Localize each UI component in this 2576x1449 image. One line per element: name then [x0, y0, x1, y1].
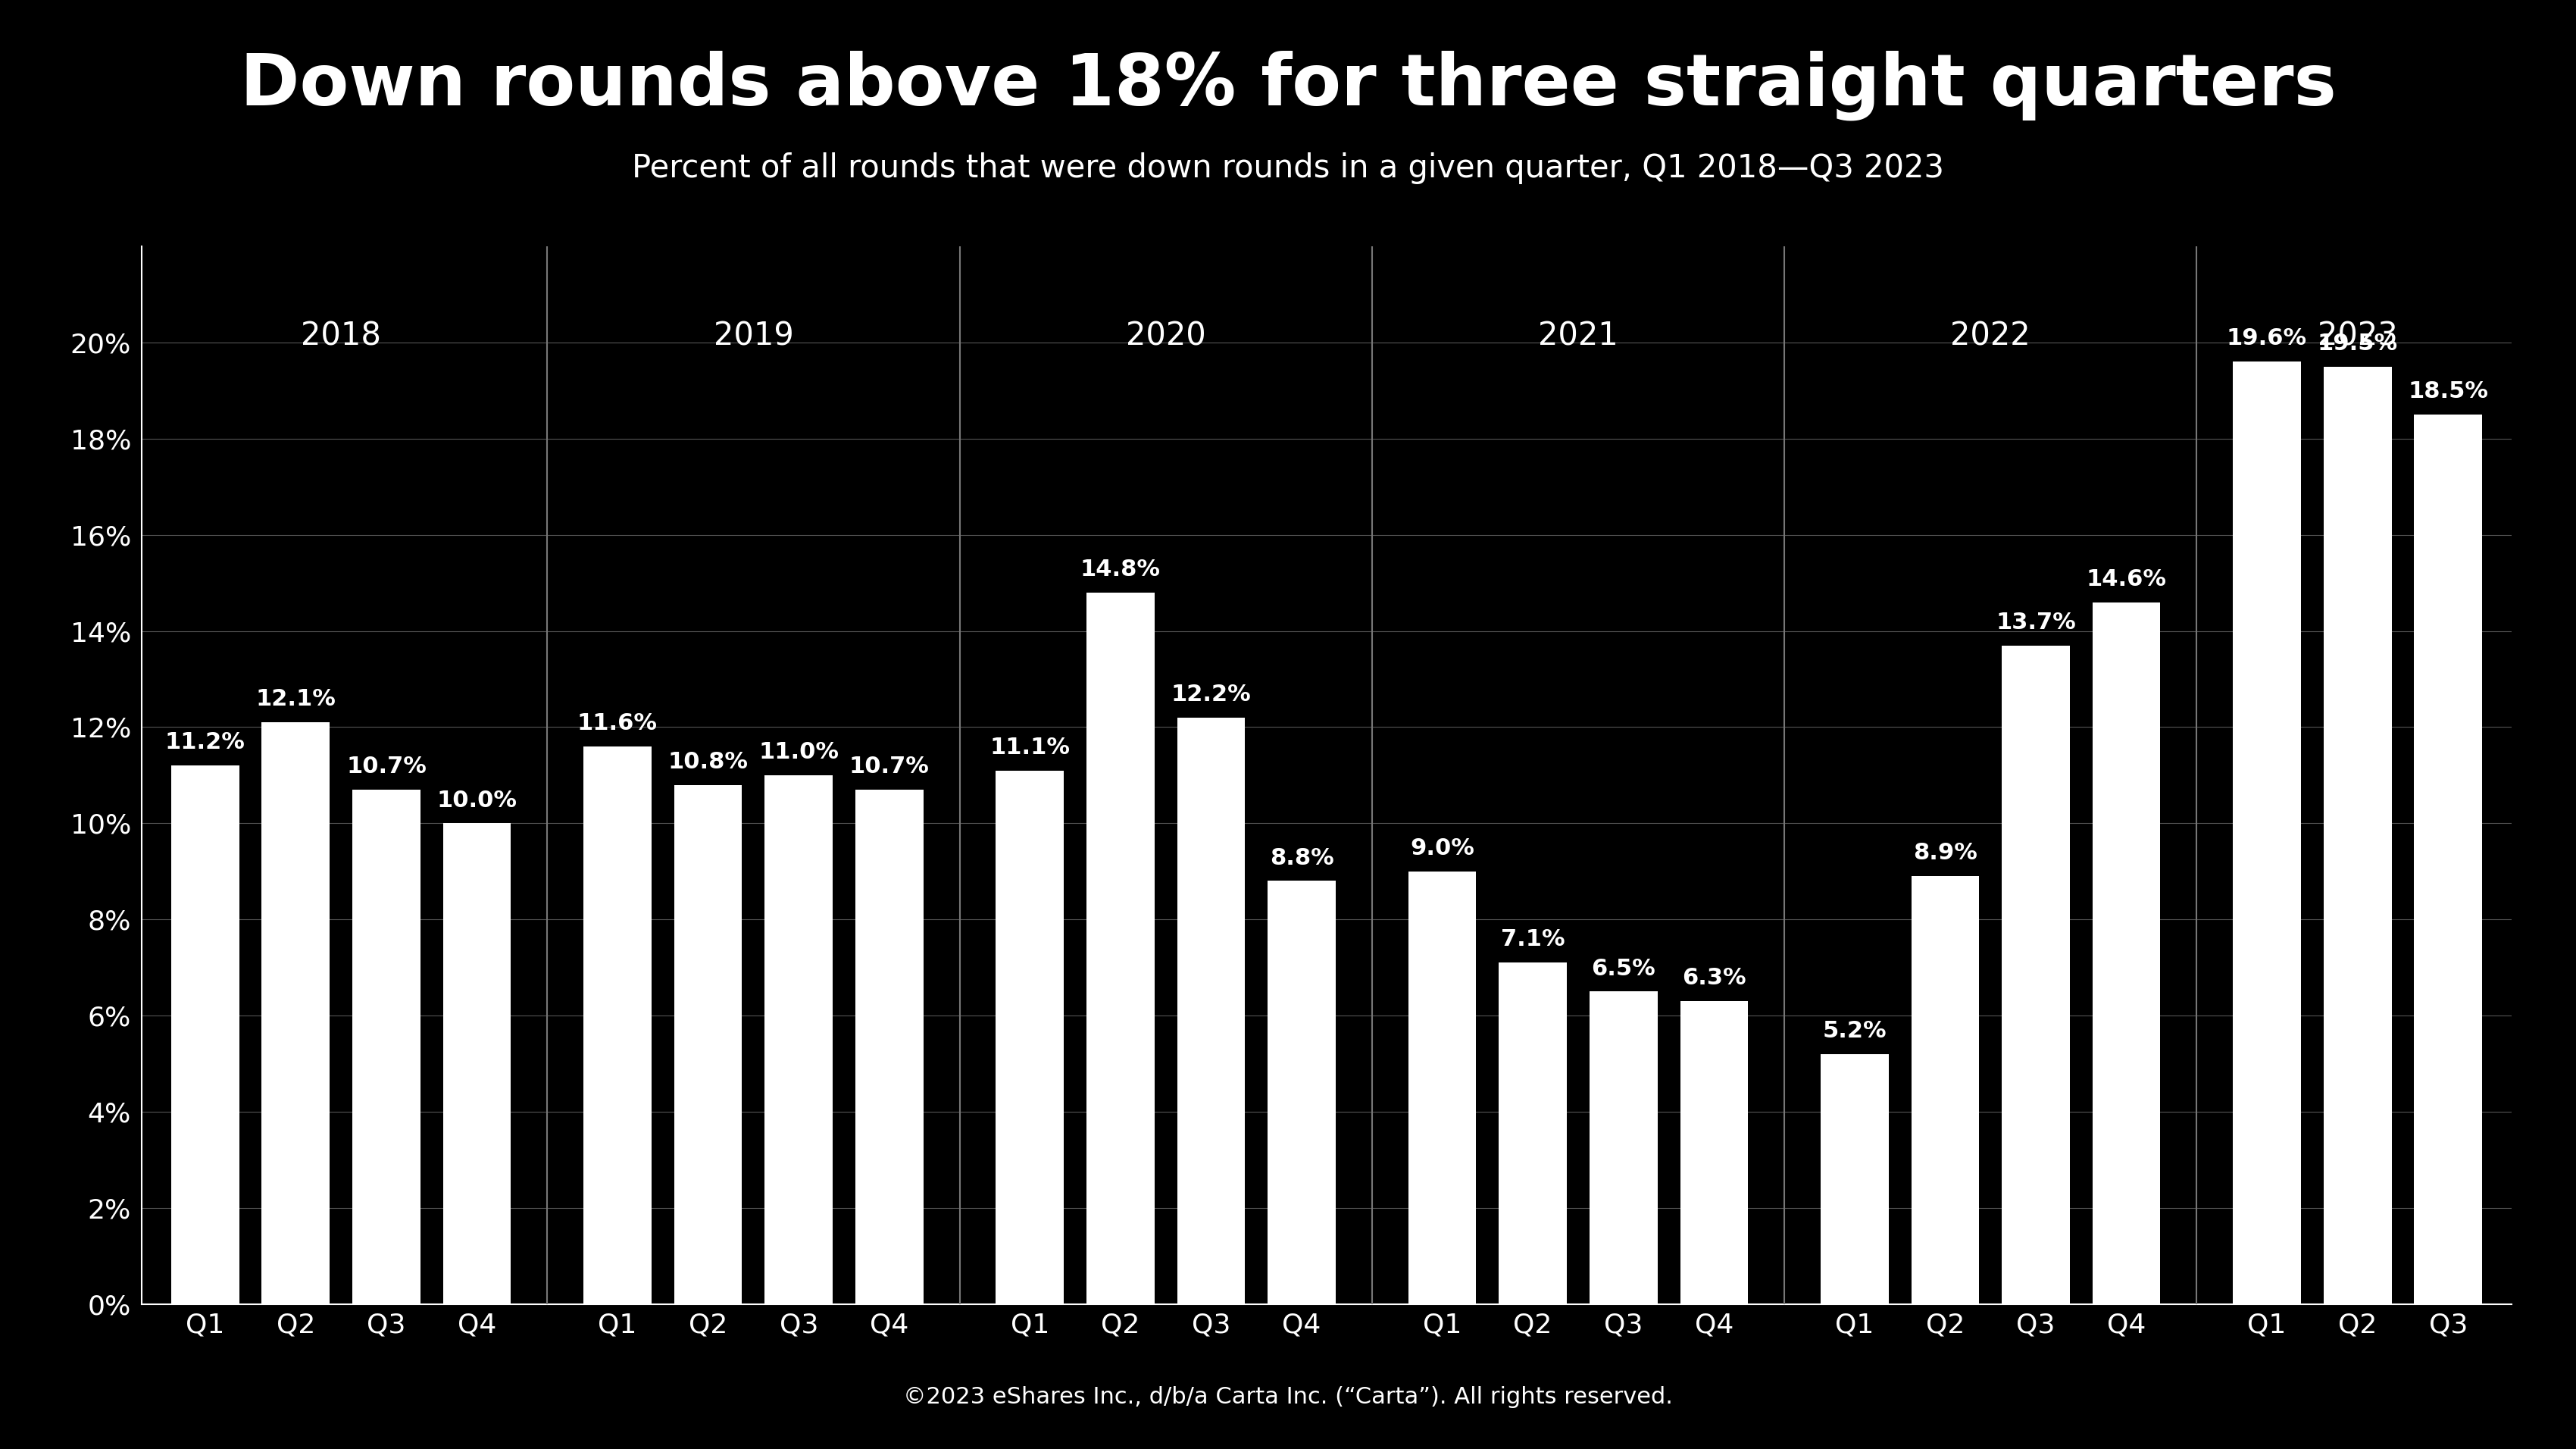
Text: 5.2%: 5.2% [1821, 1020, 1886, 1042]
Text: 18.5%: 18.5% [2409, 381, 2488, 403]
Text: 2019: 2019 [714, 320, 793, 352]
Text: carta: carta [2378, 1364, 2470, 1395]
Bar [1499, 962, 1566, 1304]
Bar [1680, 1001, 1749, 1304]
Text: Down rounds above 18% for three straight quarters: Down rounds above 18% for three straight… [240, 51, 2336, 120]
Bar [353, 790, 420, 1304]
Text: 11.1%: 11.1% [989, 736, 1069, 758]
Text: 14.8%: 14.8% [1079, 558, 1162, 581]
Bar [2002, 645, 2069, 1304]
Bar [1589, 991, 1656, 1304]
Bar [1821, 1053, 1888, 1304]
Text: 12.1%: 12.1% [255, 688, 335, 710]
Bar [675, 785, 742, 1304]
Bar [2233, 362, 2300, 1304]
Text: 9.0%: 9.0% [1409, 838, 1473, 859]
Bar [263, 723, 330, 1304]
Bar [1087, 593, 1154, 1304]
Bar [2324, 367, 2391, 1304]
Text: 8.9%: 8.9% [1914, 842, 1978, 864]
Bar [855, 790, 922, 1304]
Text: 11.2%: 11.2% [165, 732, 245, 753]
Bar [585, 746, 652, 1304]
Text: 2021: 2021 [1538, 320, 1618, 352]
Bar [1177, 717, 1244, 1304]
Text: 11.0%: 11.0% [757, 742, 840, 764]
Bar [2092, 603, 2161, 1304]
Text: Percent of all rounds that were down rounds in a given quarter, Q1 2018—Q3 2023: Percent of all rounds that were down rou… [631, 152, 1945, 184]
Bar [1267, 881, 1337, 1304]
Bar [765, 775, 832, 1304]
Bar [1409, 871, 1476, 1304]
Bar [2414, 414, 2483, 1304]
Text: 2020: 2020 [1126, 320, 1206, 352]
Text: 10.7%: 10.7% [345, 755, 428, 778]
Bar [443, 823, 510, 1304]
Text: 11.6%: 11.6% [577, 713, 657, 735]
Text: 6.5%: 6.5% [1592, 958, 1656, 980]
Bar [170, 765, 240, 1304]
Text: 10.0%: 10.0% [438, 790, 518, 811]
Text: 19.6%: 19.6% [2226, 327, 2308, 349]
Text: 13.7%: 13.7% [1996, 611, 2076, 633]
Text: 19.5%: 19.5% [2318, 332, 2398, 355]
Text: 12.2%: 12.2% [1172, 684, 1252, 706]
Bar [997, 771, 1064, 1304]
Bar [1911, 877, 1978, 1304]
Text: 6.3%: 6.3% [1682, 966, 1747, 990]
Text: 2022: 2022 [1950, 320, 2030, 352]
Text: 2023: 2023 [2318, 320, 2398, 352]
Text: 7.1%: 7.1% [1502, 929, 1564, 951]
Text: 14.6%: 14.6% [2087, 568, 2166, 590]
Text: 10.7%: 10.7% [850, 755, 930, 778]
Text: 10.8%: 10.8% [667, 751, 747, 772]
Text: ©2023 eShares Inc., d/b/a Carta Inc. (“Carta”). All rights reserved.: ©2023 eShares Inc., d/b/a Carta Inc. (“C… [904, 1387, 1672, 1408]
Text: 8.8%: 8.8% [1270, 848, 1334, 869]
Text: 2018: 2018 [301, 320, 381, 352]
